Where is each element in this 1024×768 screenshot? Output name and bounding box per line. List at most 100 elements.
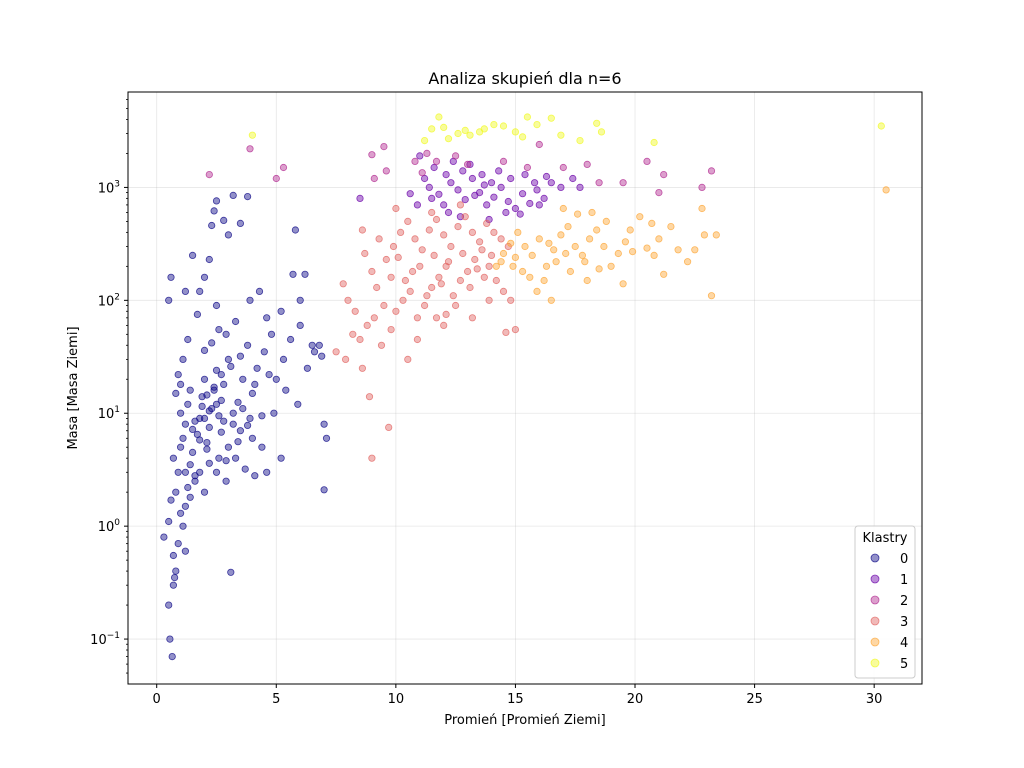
scatter-point-cluster-0: [258, 412, 266, 420]
scatter-point-cluster-0: [267, 330, 276, 338]
scatter-point-cluster-5: [877, 122, 885, 130]
scatter-point-cluster-1: [516, 210, 524, 218]
scatter-point-cluster-1: [435, 190, 443, 198]
scatter-point-cluster-0: [212, 197, 221, 205]
scatter-point-cluster-1: [480, 181, 488, 189]
scatter-point-cluster-0: [222, 457, 230, 465]
x-tick-label: 25: [746, 692, 763, 707]
scatter-point-cluster-0: [172, 488, 180, 496]
scatter-point-cluster-3: [382, 255, 390, 264]
legend-label-0: 0: [900, 552, 908, 567]
scatter-point-cluster-5: [523, 113, 532, 121]
scatter-point-cluster-0: [263, 468, 271, 476]
scatter-point-cluster-3: [365, 393, 374, 401]
y-axis-label: Masa [Masa Ziemi]: [66, 326, 81, 449]
scatter-point-cluster-3: [459, 249, 467, 258]
legend-marker-4: [870, 637, 880, 647]
scatter-point-cluster-3: [442, 310, 450, 318]
scatter-point-cluster-4: [698, 204, 706, 213]
x-tick-label: 5: [272, 692, 280, 707]
scatter-point-cluster-0: [246, 414, 254, 422]
scatter-point-cluster-3: [463, 267, 472, 276]
scatter-point-cluster-4: [636, 213, 644, 221]
scatter-point-cluster-4: [562, 249, 570, 258]
scatter-point-cluster-0: [196, 468, 204, 476]
scatter-point-cluster-3: [511, 325, 520, 334]
scatter-point-cluster-3: [358, 364, 366, 372]
legend: Klastry 0 1 2 3 4 5: [854, 525, 916, 679]
scatter-point-cluster-4: [552, 258, 560, 266]
scatter-point-cluster-4: [507, 239, 515, 247]
scatter-point-cluster-3: [478, 246, 486, 254]
scatter-point-cluster-1: [461, 196, 469, 204]
scatter-point-cluster-4: [573, 210, 582, 218]
scatter-point-cluster-5: [444, 135, 453, 143]
scatter-point-cluster-0: [310, 348, 319, 356]
y-tick-label: 100: [98, 518, 121, 535]
legend-label-5: 5: [900, 657, 908, 672]
scatter-point-cluster-0: [308, 341, 316, 349]
legend-label-1: 1: [900, 573, 908, 588]
scatter-point-cluster-3: [437, 280, 445, 288]
scatter-point-cluster-0: [282, 386, 290, 394]
scatter-point-cluster-4: [528, 251, 536, 259]
scatter-point-cluster-3: [399, 296, 407, 304]
scatter-point-cluster-2: [583, 160, 591, 168]
scatter-point-cluster-0: [227, 568, 235, 576]
scatter-point-cluster-0: [265, 370, 273, 379]
scatter-point-cluster-1: [504, 197, 512, 206]
scatter-point-cluster-3: [385, 423, 393, 431]
scatter-point-cluster-0: [215, 412, 223, 420]
scatter-point-cluster-4: [514, 228, 522, 236]
scatter-point-cluster-0: [200, 375, 209, 383]
scatter-point-cluster-4: [674, 246, 682, 254]
scatter-point-cluster-3: [451, 301, 460, 310]
scatter-point-cluster-4: [585, 235, 594, 243]
scatter-point-cluster-4: [614, 249, 622, 258]
scatter-point-cluster-3: [351, 307, 359, 315]
scatter-point-cluster-4: [628, 248, 637, 256]
scatter-point-cluster-5: [466, 131, 474, 139]
scatter-point-cluster-0: [203, 438, 211, 447]
scatter-point-cluster-4: [509, 262, 517, 270]
scatter-point-cluster-2: [370, 174, 378, 183]
scatter-point-cluster-1: [533, 186, 541, 194]
x-axis-label: Promień [Promień Ziemi]: [444, 713, 605, 728]
scatter-point-cluster-4: [882, 186, 890, 194]
scatter-point-cluster-3: [375, 235, 383, 243]
scatter-point-cluster-2: [432, 157, 441, 165]
scatter-point-cluster-4: [499, 249, 508, 258]
scatter-point-cluster-4: [660, 270, 668, 278]
scatter-point-cluster-1: [440, 201, 448, 209]
scatter-point-cluster-0: [246, 296, 254, 304]
scatter-point-cluster-3: [454, 223, 462, 231]
scatter-point-cluster-3: [373, 283, 381, 292]
scatter-point-cluster-3: [468, 314, 476, 322]
scatter-point-cluster-5: [248, 131, 256, 139]
scatter-point-cluster-1: [521, 171, 529, 179]
scatter-point-cluster-0: [224, 231, 232, 239]
scatter-point-cluster-0: [291, 226, 299, 234]
scatter-point-cluster-0: [184, 483, 192, 492]
scatter-point-cluster-4: [712, 231, 720, 239]
scatter-point-cluster-1: [454, 186, 462, 194]
scatter-point-cluster-4: [497, 258, 505, 266]
scatter-point-cluster-0: [224, 355, 232, 363]
scatter-point-cluster-0: [296, 296, 304, 304]
scatter-point-cluster-3: [361, 249, 369, 258]
scatter-point-cluster-0: [200, 346, 209, 354]
scatter-point-cluster-0: [320, 420, 328, 428]
x-tick-label: 15: [507, 692, 524, 707]
scatter-point-cluster-0: [181, 468, 189, 476]
legend-marker-5: [870, 658, 880, 668]
scatter-point-cluster-4: [533, 287, 541, 295]
scatter-point-cluster-4: [492, 262, 500, 270]
scatter-point-cluster-0: [212, 366, 221, 374]
scatter-point-cluster-4: [648, 219, 656, 227]
y-tick-label: 103: [98, 179, 120, 196]
scatter-point-cluster-3: [428, 283, 436, 292]
scatter-point-cluster-2: [411, 157, 419, 165]
scatter-point-cluster-0: [200, 488, 209, 496]
